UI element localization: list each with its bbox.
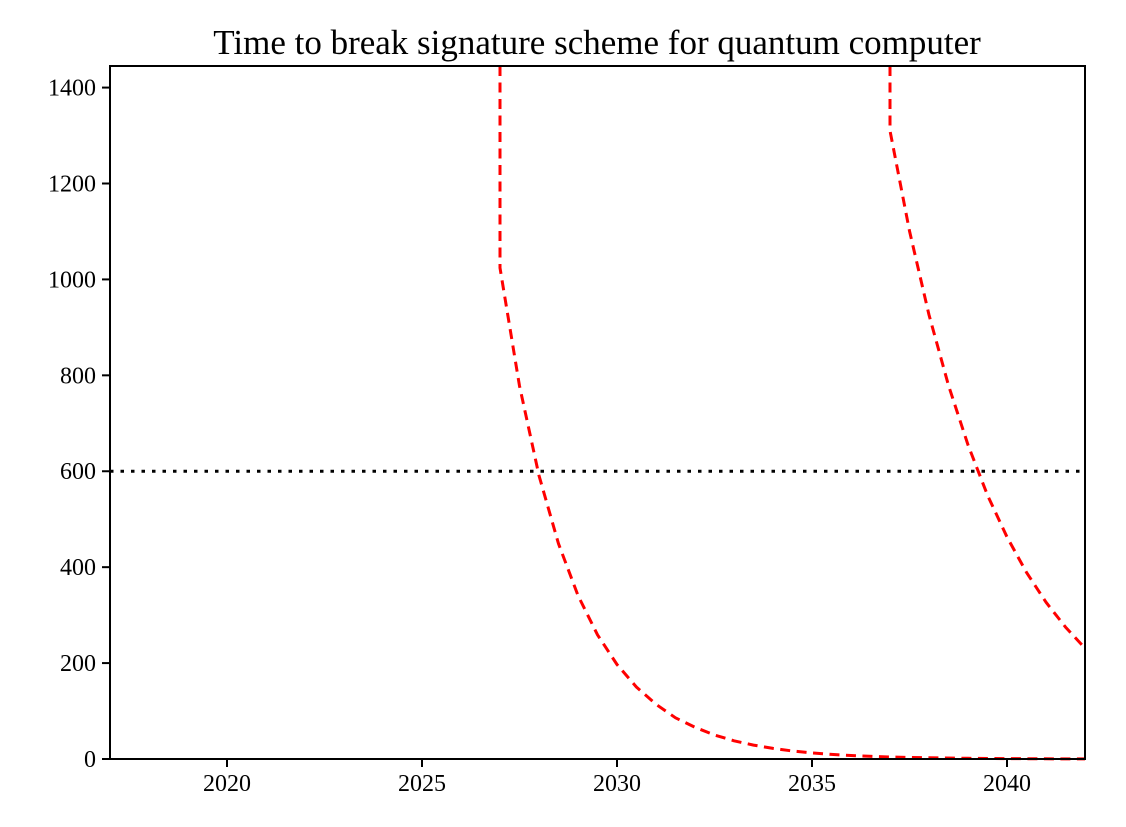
- y-tick-label: 400: [60, 555, 96, 581]
- x-tick-label: 2025: [398, 771, 446, 797]
- y-tick-label: 1400: [48, 76, 96, 102]
- y-tick-label: 0: [84, 747, 96, 773]
- y-tick-label: 200: [60, 651, 96, 677]
- x-axis-ticks: 2020 2025 2030 2035 2040: [203, 759, 1031, 797]
- x-tick-label: 2040: [983, 771, 1031, 797]
- y-tick-label: 1000: [48, 267, 96, 293]
- chart-title: Time to break signature scheme for quant…: [213, 23, 981, 62]
- x-tick-label: 2035: [788, 771, 836, 797]
- y-tick-label: 600: [60, 459, 96, 485]
- data-curves: [498, 66, 1087, 761]
- y-tick-label: 1200: [48, 171, 96, 197]
- red-dashed-curve-2: [888, 66, 1087, 650]
- x-tick-label: 2030: [593, 771, 641, 797]
- x-tick-label: 2020: [203, 771, 251, 797]
- y-axis-ticks: 0 200 400 600 800 1000 1200 1400: [48, 76, 110, 773]
- y-tick-label: 800: [60, 363, 96, 389]
- plot-border: [109, 65, 1086, 760]
- red-dashed-curve-1: [498, 66, 1086, 761]
